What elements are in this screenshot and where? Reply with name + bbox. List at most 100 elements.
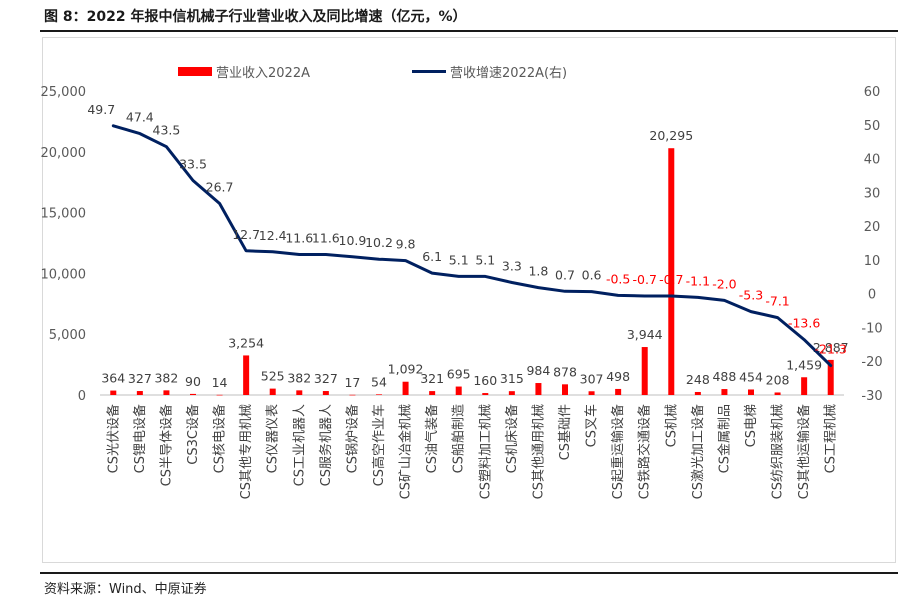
bar	[429, 391, 435, 395]
category-label: CS纺织服装机械	[771, 404, 786, 499]
category-label: CS起重运输设备	[610, 404, 626, 499]
bar-value-label: 307	[580, 371, 604, 386]
bar	[243, 355, 249, 395]
category-label: CS3C设备	[185, 404, 201, 465]
growth-value-label: -5.3	[739, 288, 763, 303]
bar-value-label: 14	[212, 375, 228, 390]
bar	[296, 390, 302, 395]
growth-value-label: 10.2	[365, 235, 393, 250]
y-right-tick-label: 50	[864, 119, 881, 134]
category-label: CS矿山冶金机械	[398, 404, 414, 499]
bar-value-label: 3,944	[627, 327, 663, 342]
y-left-tick-label: 5,000	[49, 328, 86, 343]
growth-value-label: 1.8	[528, 264, 548, 279]
category-label: CS其他通用机械	[531, 404, 546, 499]
category-label: CS锅炉设备	[344, 404, 360, 473]
y-right-tick-label: 60	[864, 85, 881, 100]
growth-value-label: -21.3	[815, 342, 847, 357]
y-right-tick-label: 20	[864, 220, 881, 235]
category-label: CS服务机器人	[318, 404, 334, 486]
bar-value-label: 327	[314, 371, 338, 386]
growth-value-label: 0.7	[555, 267, 575, 282]
category-label: CS高空作业车	[371, 404, 387, 486]
bar	[110, 391, 116, 395]
category-label: CS半导体设备	[158, 404, 174, 486]
category-label: CS工业机器人	[292, 404, 307, 486]
bar-value-label: 208	[766, 372, 790, 387]
bar-value-label: 90	[185, 374, 201, 389]
bar-value-label: 20,295	[649, 128, 693, 143]
bar-value-label: 984	[526, 363, 550, 378]
category-label: CS铁路交通设备	[637, 404, 653, 499]
growth-value-label: -0.7	[633, 272, 657, 287]
growth-value-label: -0.5	[606, 271, 630, 286]
growth-value-label: -0.7	[659, 272, 683, 287]
bar	[695, 392, 701, 395]
growth-value-label: -1.1	[686, 273, 710, 288]
growth-value-label: 12.7	[232, 227, 260, 242]
bar-value-label: 248	[686, 372, 710, 387]
y-right-tick-label: -20	[861, 355, 882, 370]
category-label: CS机械	[664, 404, 679, 447]
growth-value-label: 33.5	[179, 157, 207, 172]
bar	[589, 391, 595, 395]
y-right-tick-label: 10	[864, 254, 881, 269]
category-label: CS塑料加工机械	[478, 404, 493, 499]
y-left-tick-label: 25,000	[41, 85, 87, 100]
category-label: CS金属制品	[716, 404, 732, 473]
bar-value-label: 327	[128, 371, 152, 386]
bar-value-label: 160	[473, 373, 497, 388]
bar-value-label: 321	[420, 371, 444, 386]
bar	[642, 347, 648, 395]
y-left-tick-label: 20,000	[41, 146, 87, 161]
growth-value-label: 0.6	[582, 268, 602, 283]
growth-value-label: 5.1	[475, 252, 495, 267]
category-label: CS机床设备	[504, 404, 520, 473]
category-label: CS核电设备	[212, 404, 228, 473]
y-left-tick-label: 10,000	[41, 267, 87, 282]
bar-value-label: 488	[712, 369, 736, 384]
growth-value-label: 11.6	[312, 230, 340, 245]
category-label: CS光伏设备	[105, 404, 121, 473]
category-label: CS其他专用机械	[239, 404, 254, 499]
category-label: CS仪器仪表	[266, 404, 281, 473]
growth-value-label: 3.3	[502, 259, 522, 274]
bar	[615, 389, 621, 395]
bar-value-label: 498	[606, 369, 630, 384]
bar	[801, 377, 807, 395]
category-label: CS叉车	[584, 404, 600, 447]
bar	[403, 382, 409, 395]
bar-value-label: 382	[154, 370, 178, 385]
bar	[190, 394, 196, 395]
bar	[137, 391, 143, 395]
y-right-tick-label: 0	[868, 288, 876, 303]
growth-value-label: 6.1	[422, 249, 442, 264]
y-left-tick-label: 15,000	[41, 207, 87, 222]
growth-value-label: 5.1	[449, 252, 469, 267]
bar	[376, 394, 382, 395]
bar-value-label: 3,254	[228, 335, 264, 350]
category-label: CS油气装备	[424, 404, 440, 473]
bar-value-label: 364	[101, 371, 125, 386]
category-label: CS激光加工设备	[690, 404, 706, 499]
bar	[270, 389, 276, 395]
bar	[323, 391, 329, 395]
growth-value-label: -7.1	[765, 294, 789, 309]
growth-value-label: 11.6	[285, 230, 313, 245]
bar-value-label: 1,459	[786, 357, 822, 372]
category-label: CS锂电设备	[132, 404, 148, 473]
growth-value-label: 12.4	[259, 228, 287, 243]
bar	[482, 393, 488, 395]
y-left-tick-label: 0	[78, 389, 86, 404]
y-right-tick-label: -30	[861, 389, 882, 404]
source-rule	[40, 572, 898, 574]
bar-value-label: 695	[447, 367, 471, 382]
bar-value-label: 525	[261, 369, 285, 384]
bar-value-label: 878	[553, 364, 577, 379]
bar	[748, 389, 754, 395]
bar	[456, 387, 462, 395]
bar	[349, 395, 355, 396]
bar	[775, 392, 781, 395]
category-label: CS基础件	[558, 404, 573, 460]
growth-value-label: 9.8	[396, 237, 416, 252]
